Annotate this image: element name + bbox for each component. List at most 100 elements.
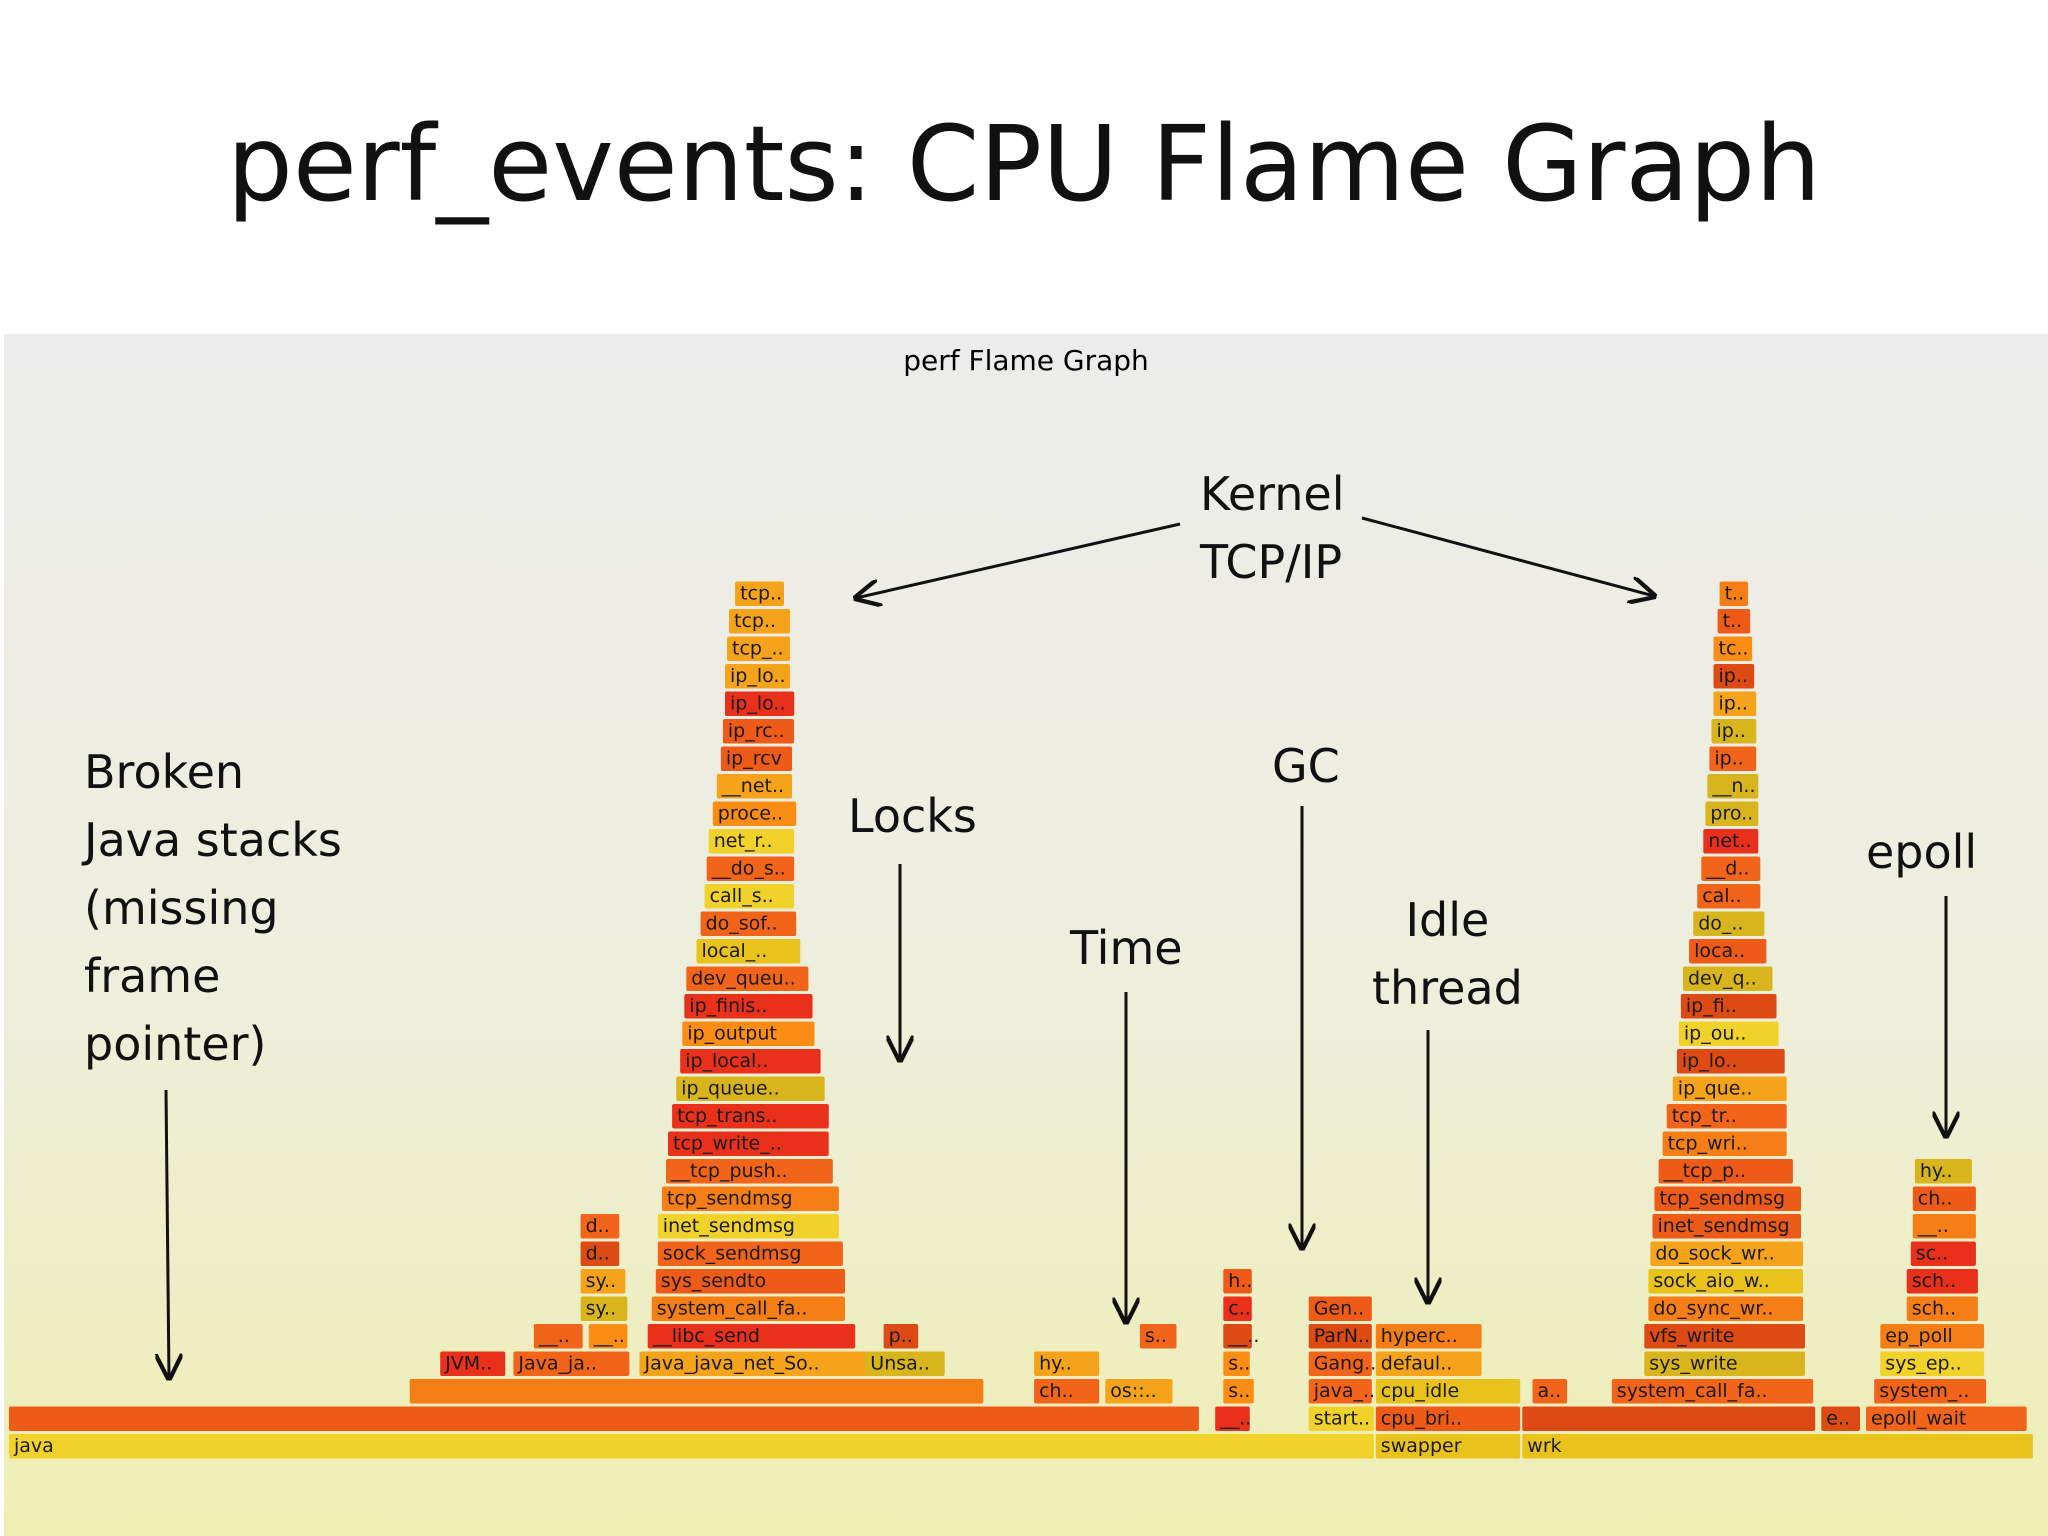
flame-frame[interactable]: a..: [1532, 1379, 1568, 1404]
flame-frame[interactable]: loca..: [1689, 939, 1767, 964]
flame-frame[interactable]: Unsa..: [865, 1351, 945, 1377]
flame-frame[interactable]: c..: [1223, 1296, 1252, 1322]
flame-frame[interactable]: __n..: [1707, 774, 1759, 799]
flame-frame[interactable]: do_sync_wr..: [1648, 1296, 1803, 1322]
flame-frame[interactable]: sch..: [1906, 1269, 1978, 1294]
flame-frame[interactable]: ip_finis..: [684, 994, 813, 1019]
flame-frame[interactable]: ip_local..: [680, 1049, 821, 1074]
flame-frame[interactable]: __libc_send: [647, 1324, 856, 1349]
flame-frame[interactable]: JVM..: [440, 1351, 506, 1377]
flame-frame[interactable]: Java_java_net_So..: [639, 1351, 872, 1377]
flame-frame[interactable]: t..: [1719, 581, 1749, 607]
flame-frame[interactable]: ip_queue..: [676, 1076, 825, 1102]
flame-frame[interactable]: ip_rc..: [722, 719, 795, 744]
flame-frame[interactable]: hy..: [1034, 1351, 1100, 1377]
flame-frame[interactable]: sys_ep..: [1880, 1351, 1985, 1377]
flame-frame[interactable]: ip_rcv: [720, 746, 793, 772]
flame-frame[interactable]: ch..: [1034, 1379, 1100, 1404]
flame-frame[interactable]: tcp_sendmsg: [661, 1186, 839, 1212]
flame-frame[interactable]: swapper: [1375, 1434, 1521, 1459]
flame-frame[interactable]: cal..: [1697, 884, 1761, 909]
flame-frame[interactable]: epoll_wait: [1866, 1406, 2027, 1432]
flame-frame[interactable]: s..: [1139, 1324, 1177, 1349]
flame-frame[interactable]: __d..: [1701, 856, 1761, 882]
flame-frame[interactable]: sch..: [1906, 1296, 1978, 1322]
flame-frame[interactable]: proce..: [712, 801, 797, 827]
flame-frame[interactable]: __..: [1215, 1406, 1251, 1432]
flame-frame[interactable]: e..: [1821, 1406, 1860, 1432]
flame-frame[interactable]: Java_ja..: [513, 1351, 630, 1377]
flame-frame[interactable]: ch..: [1912, 1186, 1976, 1212]
flame-frame[interactable]: [1522, 1406, 1816, 1432]
flame-frame[interactable]: dev_queu..: [686, 966, 809, 992]
flame-frame[interactable]: Gen..: [1308, 1296, 1372, 1322]
flame-frame[interactable]: tcp..: [729, 609, 791, 634]
flame-frame[interactable]: java_..: [1308, 1379, 1375, 1404]
flame-frame[interactable]: ip..: [1713, 664, 1755, 689]
flame-frame[interactable]: cpu_bri..: [1375, 1406, 1521, 1432]
flame-frame[interactable]: system_call_fa..: [1611, 1379, 1814, 1404]
flame-frame[interactable]: ip_que..: [1672, 1076, 1787, 1102]
flame-frame[interactable]: do_sof..: [700, 911, 797, 937]
flame-frame[interactable]: pro..: [1705, 801, 1759, 827]
flame-frame[interactable]: sock_aio_w..: [1648, 1269, 1803, 1294]
flame-frame[interactable]: cpu_idle: [1375, 1379, 1521, 1404]
flame-frame[interactable]: ip..: [1713, 691, 1757, 717]
flame-frame[interactable]: [409, 1379, 984, 1404]
flame-frame[interactable]: sy..: [580, 1296, 628, 1322]
flame-frame[interactable]: hyperc..: [1375, 1324, 1482, 1349]
flame-frame[interactable]: system_call_fa..: [651, 1296, 845, 1322]
flame-frame[interactable]: __net..: [716, 774, 793, 799]
flame-frame[interactable]: tcp_wri..: [1662, 1131, 1787, 1157]
flame-frame[interactable]: inet_sendmsg: [1652, 1214, 1802, 1239]
flame-frame[interactable]: start..: [1308, 1406, 1374, 1432]
flame-frame[interactable]: __tcp_push..: [666, 1159, 833, 1184]
flame-frame[interactable]: __..: [533, 1324, 583, 1349]
flame-frame[interactable]: tcp_trans..: [672, 1104, 829, 1129]
flame-frame[interactable]: h..: [1223, 1269, 1252, 1294]
flame-frame[interactable]: do_sock_wr..: [1650, 1241, 1803, 1267]
flame-frame[interactable]: tc..: [1713, 636, 1753, 662]
flame-frame[interactable]: s..: [1223, 1351, 1250, 1377]
flame-frame[interactable]: __tcp_p..: [1658, 1159, 1793, 1184]
flame-frame[interactable]: sock_sendmsg: [657, 1241, 843, 1267]
flame-frame[interactable]: p..: [883, 1324, 919, 1349]
flame-frame[interactable]: ip_lo..: [725, 664, 791, 689]
flame-frame[interactable]: ip..: [1709, 746, 1757, 772]
flame-frame[interactable]: sy..: [580, 1269, 626, 1294]
flame-frame[interactable]: __do_s..: [706, 856, 795, 882]
flame-frame[interactable]: hy..: [1914, 1159, 1972, 1184]
flame-frame[interactable]: sc..: [1910, 1241, 1976, 1267]
flame-frame[interactable]: sys_sendto: [655, 1269, 845, 1294]
flame-frame[interactable]: ip_fi..: [1680, 994, 1777, 1019]
flame-frame[interactable]: call_s..: [704, 884, 795, 909]
flame-frame[interactable]: ip_ou..: [1678, 1021, 1779, 1047]
flame-frame[interactable]: [9, 1406, 1199, 1432]
flame-frame[interactable]: __..: [1223, 1324, 1259, 1349]
flame-frame[interactable]: dev_q..: [1683, 966, 1773, 992]
flame-frame[interactable]: local_..: [696, 939, 801, 964]
flame-frame[interactable]: tcp_sendmsg: [1654, 1186, 1802, 1212]
flame-frame[interactable]: ip..: [1711, 719, 1757, 744]
flame-frame[interactable]: java: [9, 1434, 1374, 1459]
flame-frame[interactable]: d..: [580, 1214, 620, 1239]
flame-frame[interactable]: tcp_..: [727, 636, 791, 662]
flame-frame[interactable]: do_..: [1693, 911, 1765, 937]
flame-frame[interactable]: inet_sendmsg: [657, 1214, 839, 1239]
flame-frame[interactable]: ep_poll: [1880, 1324, 1985, 1349]
flame-frame[interactable]: __..: [588, 1324, 628, 1349]
flame-frame[interactable]: s..: [1223, 1379, 1254, 1404]
flame-frame[interactable]: Gang..: [1308, 1351, 1377, 1377]
flame-frame[interactable]: __..: [1912, 1214, 1976, 1239]
flame-frame[interactable]: tcp_write_..: [668, 1131, 829, 1157]
flame-frame[interactable]: sys_write: [1644, 1351, 1805, 1377]
flame-frame[interactable]: net..: [1703, 829, 1759, 854]
flame-frame[interactable]: tcp_tr..: [1666, 1104, 1787, 1129]
flame-frame[interactable]: system_..: [1874, 1379, 1987, 1404]
flame-frame[interactable]: defaul..: [1375, 1351, 1482, 1377]
flame-frame[interactable]: wrk: [1522, 1434, 2033, 1459]
flame-frame[interactable]: ip_output: [682, 1021, 815, 1047]
flame-frame[interactable]: d..: [580, 1241, 620, 1267]
flame-frame[interactable]: t..: [1717, 609, 1751, 634]
flame-frame[interactable]: tcp..: [735, 581, 784, 607]
